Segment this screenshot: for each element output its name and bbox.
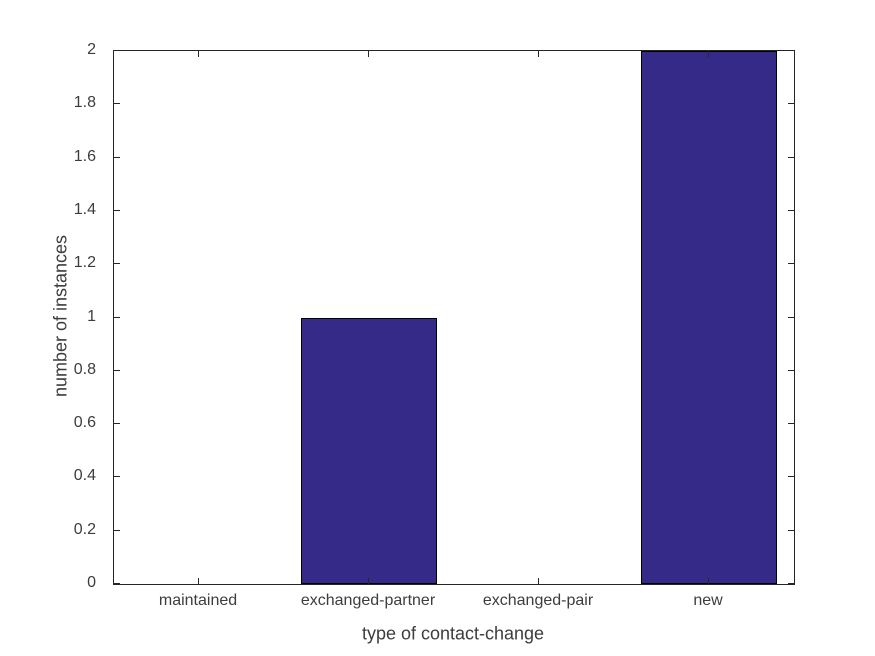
tick-mark xyxy=(788,103,794,105)
tick-mark xyxy=(114,583,120,584)
tick-mark xyxy=(198,51,199,57)
y-tick-label: 1.4 xyxy=(73,200,96,218)
tick-mark xyxy=(538,51,539,57)
tick-mark xyxy=(114,316,120,318)
tick-mark xyxy=(788,263,794,265)
tick-mark xyxy=(114,209,120,211)
plot-area xyxy=(113,50,795,585)
y-tick-label: 0.2 xyxy=(73,520,96,538)
tick-mark xyxy=(788,476,794,478)
tick-mark xyxy=(198,578,199,584)
tick-mark xyxy=(788,369,794,371)
y-tick-label: 0.8 xyxy=(73,360,96,378)
y-tick-label: 0 xyxy=(87,574,96,591)
y-axis-label: number of instances xyxy=(50,234,71,398)
bar-new xyxy=(641,51,777,584)
x-category-label-maintained: maintained xyxy=(158,592,238,609)
tick-mark xyxy=(114,369,120,371)
tick-mark xyxy=(114,529,120,531)
tick-mark xyxy=(788,209,794,211)
tick-mark xyxy=(788,156,794,158)
tick-mark xyxy=(114,423,120,425)
x-category-label-exchanged-partner: exchanged-partner xyxy=(300,592,436,609)
tick-mark xyxy=(788,423,794,425)
y-tick-label: 1 xyxy=(87,307,96,325)
tick-mark xyxy=(368,51,369,57)
tick-mark xyxy=(114,476,120,478)
tick-mark xyxy=(788,50,794,51)
x-category-label-exchanged-pair: exchanged-pair xyxy=(482,592,594,609)
tick-mark xyxy=(708,51,709,57)
tick-mark xyxy=(788,529,794,531)
x-axis-label: type of contact-change xyxy=(361,623,545,644)
y-tick-label: 1.8 xyxy=(73,94,96,112)
tick-mark xyxy=(114,156,120,158)
bar-exchanged-partner xyxy=(301,317,437,584)
tick-mark xyxy=(708,578,709,584)
y-tick-label: 1.6 xyxy=(73,147,96,165)
x-category-label-new: new xyxy=(693,592,723,609)
tick-mark xyxy=(114,263,120,265)
y-tick-label: 0.6 xyxy=(73,414,96,432)
y-tick-label: 1.2 xyxy=(73,254,96,272)
tick-mark xyxy=(114,103,120,105)
tick-mark xyxy=(114,50,120,51)
tick-mark xyxy=(788,583,794,584)
tick-mark xyxy=(368,578,369,584)
tick-mark xyxy=(788,316,794,318)
tick-mark xyxy=(538,578,539,584)
y-tick-label: 0.4 xyxy=(73,467,96,485)
y-tick-label: 2 xyxy=(87,41,96,58)
